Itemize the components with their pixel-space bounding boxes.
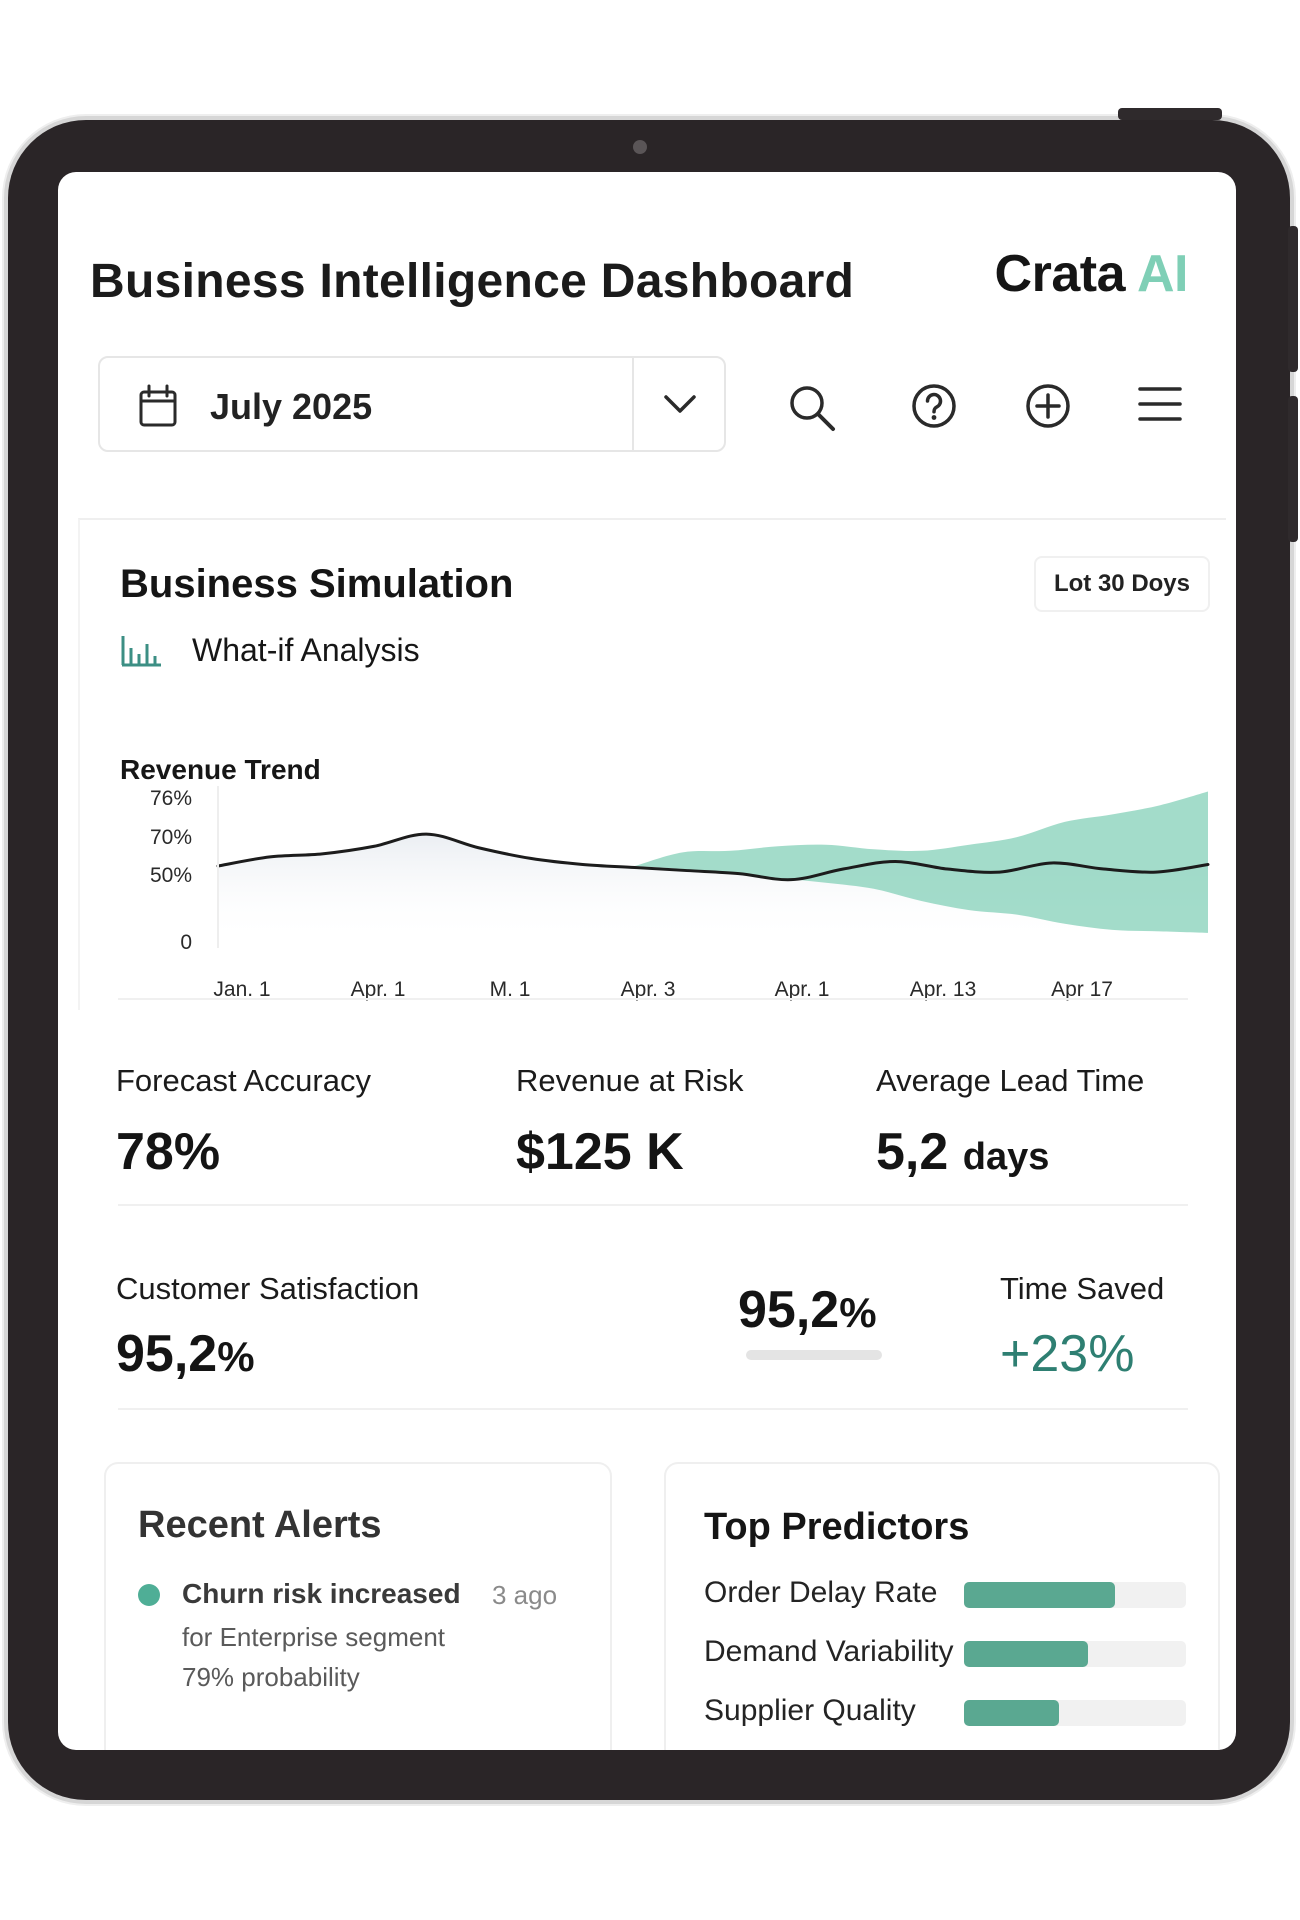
page-title: Business Intelligence Dashboard: [90, 255, 855, 308]
forecast-accuracy-value: 78%: [116, 1123, 221, 1181]
secondary-satisfaction-number: 95,2: [738, 1281, 840, 1339]
chevron-down-icon[interactable]: [662, 388, 698, 420]
satisfaction-underline-bar: [746, 1350, 882, 1360]
date-range-badge[interactable]: Lot 30 Doys: [1033, 556, 1210, 612]
x-tick-label: Jan. 1: [213, 978, 270, 1001]
front-camera: [633, 140, 647, 154]
alert-title: Churn risk increased: [182, 1578, 461, 1609]
section-divider: [118, 1408, 1188, 1410]
alert-status-dot: [138, 1584, 160, 1606]
section-divider: [118, 998, 1188, 1000]
business-simulation-card: Business Simulation Lot 30 Doys What-if …: [78, 518, 1226, 1010]
brand-ai: AI: [1137, 245, 1189, 303]
secondary-satisfaction-value: 95,2%: [738, 1280, 877, 1340]
customer-satisfaction-unit: %: [217, 1333, 255, 1380]
y-tick-label: 70%: [150, 826, 192, 849]
tablet-top-button: [1118, 108, 1222, 120]
predictor-row[interactable]: Demand Variability: [704, 1635, 1220, 1671]
x-tick-label: Apr. 1: [775, 978, 830, 1001]
alert-probability: 79% probability: [182, 1662, 360, 1692]
recent-alerts-card: Recent Alerts Churn risk increased 3 ago…: [104, 1462, 612, 1750]
time-saved-value: +23%: [1000, 1325, 1135, 1383]
predictor-bar-track: [964, 1582, 1186, 1608]
average-lead-time-number: 5,2: [876, 1123, 949, 1181]
what-if-analysis-label: What-if Analysis: [192, 632, 420, 668]
section-divider: [118, 1204, 1188, 1206]
simulation-title: Business Simulation: [120, 562, 514, 606]
forecast-accuracy-label: Forecast Accuracy: [116, 1063, 371, 1098]
predictor-bar-fill: [964, 1582, 1115, 1608]
series-line: [216, 832, 1210, 882]
forecast-band: [634, 791, 1208, 933]
top-predictors-title: Top Predictors: [704, 1506, 970, 1548]
predictor-label: Demand Variability: [704, 1635, 954, 1668]
x-tick-label: Apr. 13: [910, 978, 977, 1001]
revenue-at-risk-value: $125 K: [516, 1123, 684, 1181]
search-icon[interactable]: [786, 382, 838, 434]
brand-logo: Crata AI: [994, 244, 1189, 304]
average-lead-time-label: Average Lead Time: [876, 1063, 1145, 1098]
revenue-trend-chart: 76% 70% 50% 0 Jan. 1 Apr. 1 M. 1 Apr. 3 Apr. 1 A…: [150, 786, 1210, 1001]
date-picker[interactable]: July 2025: [98, 356, 726, 452]
calendar-icon: [139, 384, 177, 427]
secondary-satisfaction-unit: %: [839, 1289, 877, 1336]
dashboard-screen: Business Intelligence Dashboard Crata AI …: [58, 172, 1236, 1750]
top-predictors-card: Top Predictors Order Delay Rate Demand V…: [664, 1462, 1220, 1750]
customer-satisfaction-value: 95,2%: [116, 1324, 255, 1384]
predictor-label: Order Delay Rate: [704, 1576, 938, 1609]
trend-area-fill: [218, 834, 1208, 942]
brand-name: Crata: [994, 245, 1126, 303]
average-lead-time-unit: days: [962, 1136, 1050, 1178]
predictor-row[interactable]: Supplier Quality: [704, 1694, 1220, 1730]
x-tick-label: Apr 17: [1051, 978, 1113, 1001]
add-icon[interactable]: [1024, 382, 1072, 430]
x-tick-label: M. 1: [490, 978, 531, 1001]
y-tick-label: 0: [180, 931, 192, 954]
date-picker-divider: [632, 358, 634, 450]
predictor-bar-track: [964, 1700, 1186, 1726]
chart-title: Revenue Trend: [120, 754, 321, 785]
x-tick-label: Apr. 1: [351, 978, 406, 1001]
predictor-bar-fill: [964, 1641, 1089, 1667]
bar-chart-icon: [121, 636, 161, 667]
alert-time: 3 ago: [492, 1580, 558, 1610]
time-saved-label: Time Saved: [1000, 1271, 1165, 1306]
alert-detail: for Enterprise segment: [182, 1622, 446, 1652]
revenue-at-risk-label: Revenue at Risk: [516, 1063, 744, 1098]
date-picker-value: July 2025: [210, 386, 373, 427]
customer-satisfaction-number: 95,2: [116, 1325, 218, 1383]
y-tick-label: 76%: [150, 787, 192, 810]
average-lead-time-value: 5,2 days: [876, 1122, 1049, 1182]
menu-icon[interactable]: [1138, 384, 1182, 424]
tablet-volume-up-button: [1288, 226, 1298, 372]
predictor-bar-track: [964, 1641, 1186, 1667]
tablet-volume-down-button: [1288, 396, 1298, 542]
predictor-label: Supplier Quality: [704, 1694, 916, 1727]
customer-satisfaction-label: Customer Satisfaction: [116, 1271, 420, 1306]
x-tick-label: Apr. 3: [621, 978, 676, 1001]
predictor-bar-fill: [964, 1700, 1060, 1726]
predictor-row[interactable]: Order Delay Rate: [704, 1576, 1220, 1612]
y-tick-label: 50%: [150, 864, 192, 887]
recent-alerts-title: Recent Alerts: [138, 1504, 382, 1546]
help-icon[interactable]: [910, 382, 958, 430]
